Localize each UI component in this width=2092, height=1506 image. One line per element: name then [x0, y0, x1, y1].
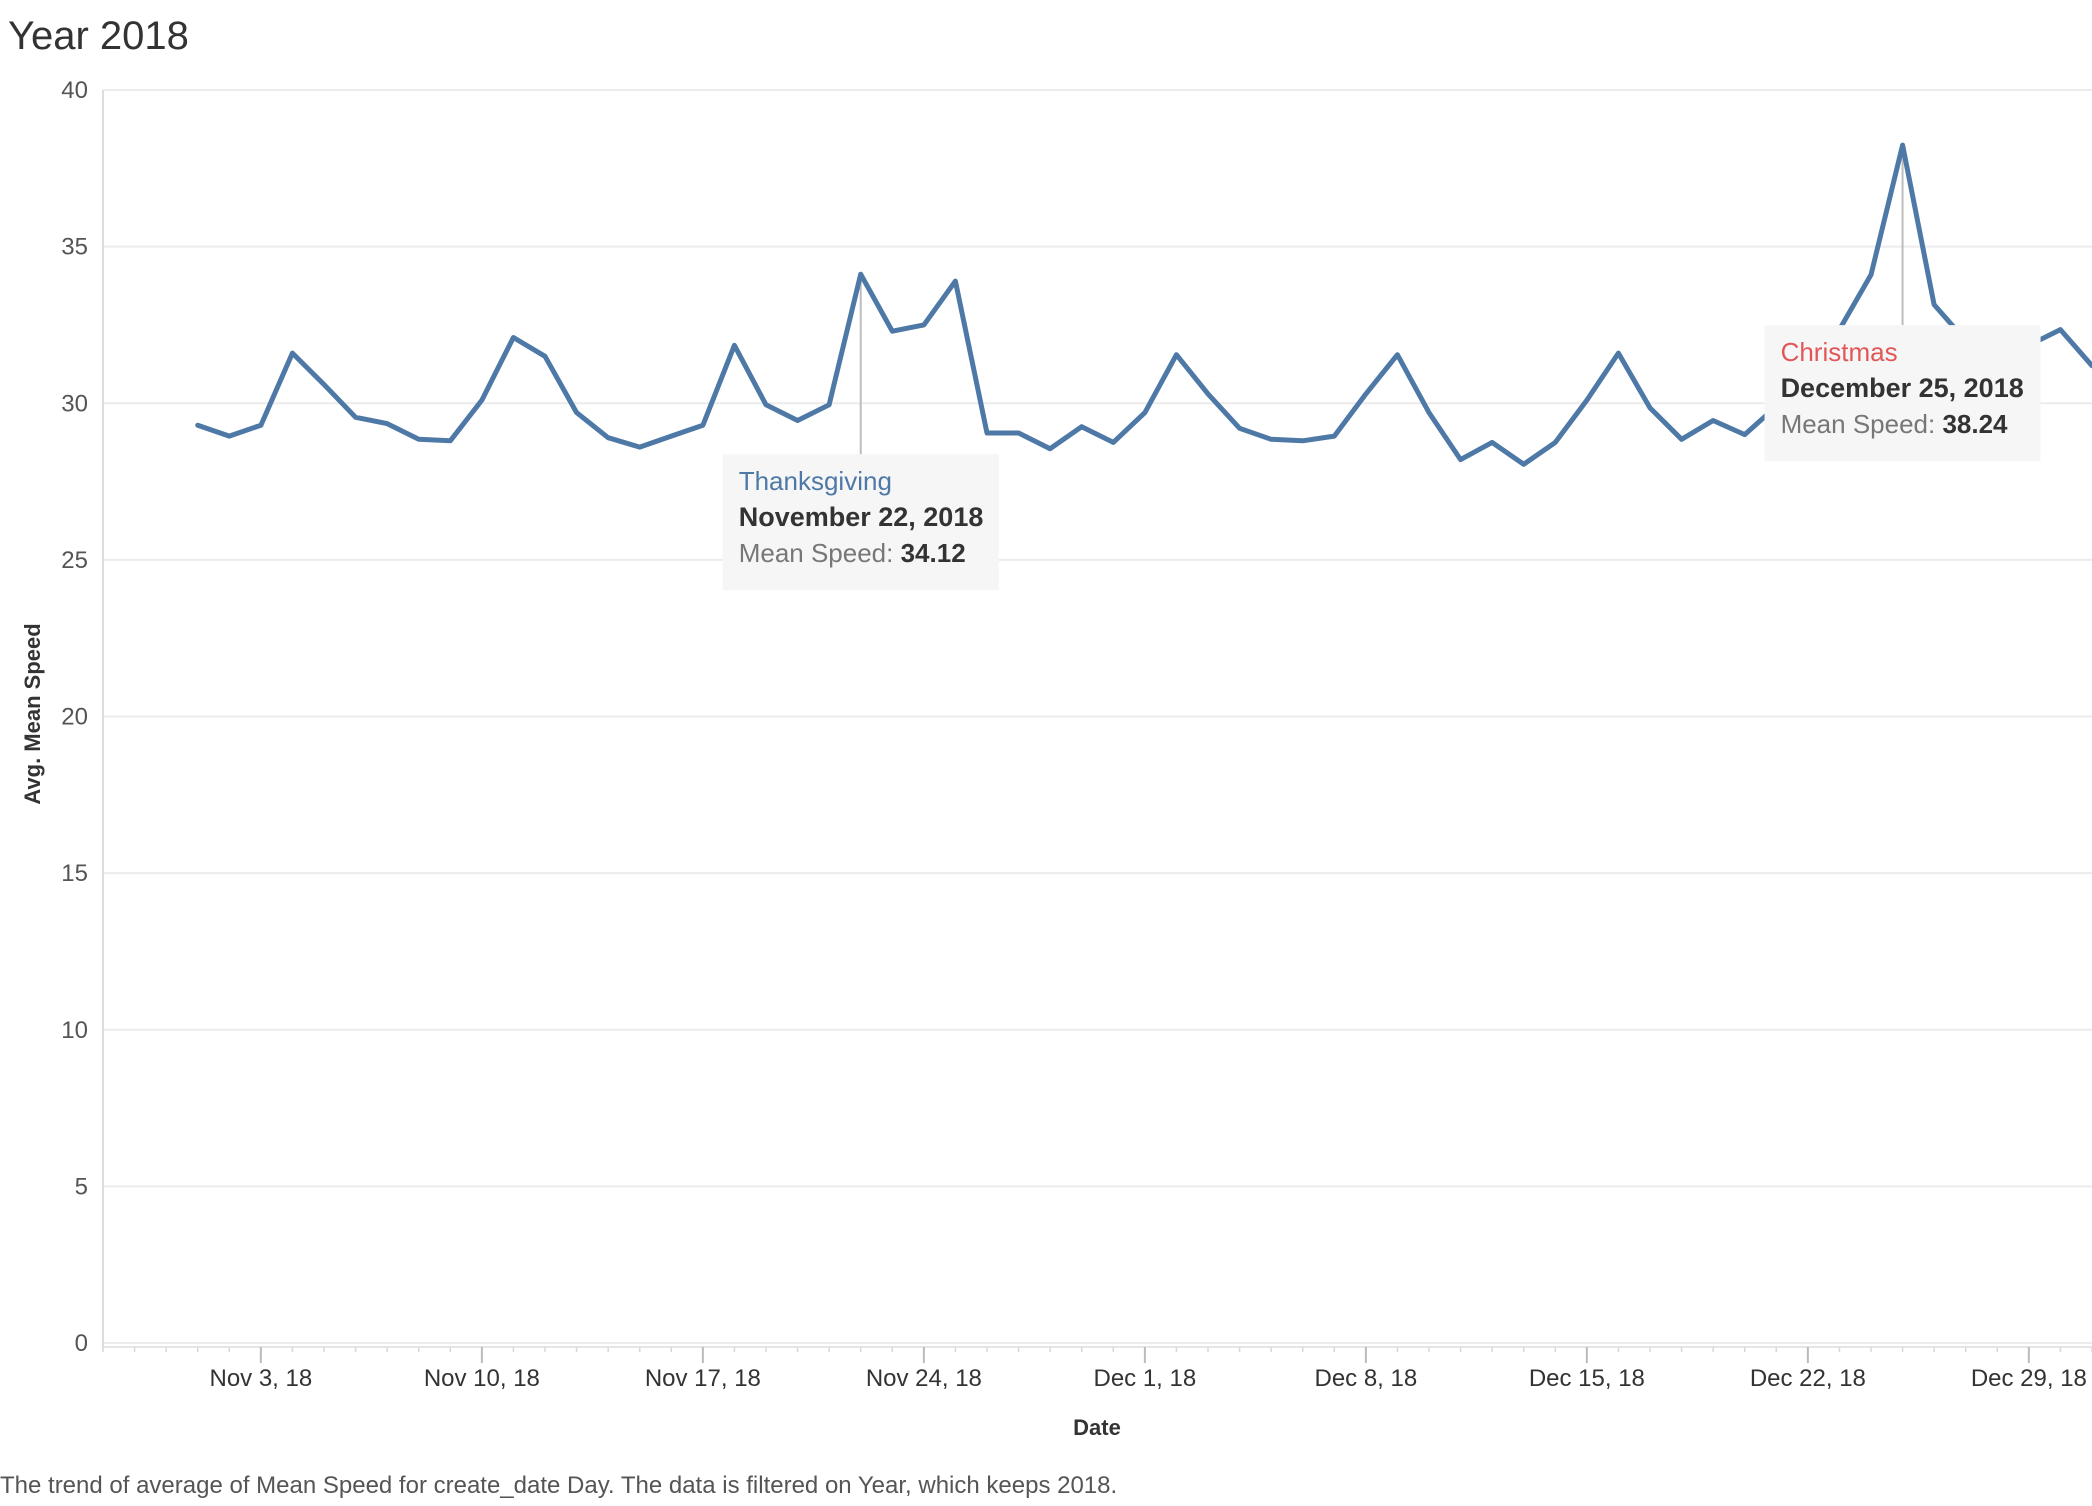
- data-point: [1016, 431, 1021, 436]
- data-point: [858, 272, 863, 277]
- y-tick-label: 0: [75, 1330, 88, 1357]
- data-point: [448, 438, 453, 443]
- y-tick-label: 25: [61, 547, 88, 574]
- data-point: [1174, 352, 1179, 357]
- y-axis-title: Avg. Mean Speed: [20, 623, 45, 804]
- data-point: [1679, 437, 1684, 442]
- data-point: [1048, 446, 1053, 451]
- y-tick-label: 20: [61, 704, 88, 731]
- data-point: [985, 431, 989, 436]
- x-tick-label: Dec 8, 18: [1314, 1365, 1417, 1392]
- data-point: [353, 415, 358, 420]
- x-tick-label: Nov 3, 18: [209, 1365, 312, 1392]
- data-point: [1553, 440, 1558, 445]
- data-point: [1648, 405, 1652, 410]
- data-point: [1206, 391, 1210, 396]
- annotations: Thanksgiving November 22, 2018 Mean Speed:…: [722, 325, 2041, 591]
- data-point: [1395, 352, 1400, 357]
- data-point: [227, 434, 232, 439]
- data-point: [1363, 391, 1368, 396]
- data-point: [1237, 426, 1242, 431]
- x-tick-label: Dec 29, 18: [1971, 1365, 2087, 1392]
- data-point: [1900, 143, 1905, 148]
- data-point: [921, 322, 926, 327]
- data-point: [1269, 437, 1274, 442]
- annotation-callout: Thanksgiving November 22, 2018 Mean Speed:…: [722, 454, 999, 591]
- x-axis-ticks: Nov 3, 18 Nov 10, 18 Nov 17, 18 Nov 24, 18 D…: [209, 1347, 2087, 1392]
- data-point: [1142, 410, 1147, 415]
- data-point: [1711, 418, 1716, 423]
- y-tick-label: 5: [75, 1173, 88, 1200]
- data-point: [795, 418, 800, 423]
- annotation-value: 34.12: [901, 538, 966, 568]
- annotation-metric: Mean Speed: 38.24: [1781, 409, 2008, 439]
- data-point: [1111, 440, 1116, 445]
- annotation-name: Christmas: [1781, 337, 1898, 367]
- data-point: [637, 445, 642, 450]
- x-tick-label: Dec 22, 18: [1750, 1365, 1866, 1392]
- y-tick-label: 10: [61, 1017, 88, 1044]
- data-point: [1079, 424, 1084, 429]
- data-point: [1427, 410, 1431, 415]
- data-point: [732, 343, 737, 348]
- annotation-callout: Christmas December 25, 2018 Mean Speed: 38…: [1764, 325, 2041, 462]
- annotation-name: Thanksgiving: [739, 466, 892, 496]
- axes: [102, 90, 2092, 1352]
- data-point: [2058, 327, 2063, 332]
- annotation-box: [1764, 325, 2041, 462]
- data-point: [606, 435, 611, 440]
- data-point: [1869, 272, 1873, 277]
- data-point: [1458, 457, 1463, 462]
- x-tick-label: Nov 24, 18: [866, 1365, 982, 1392]
- y-tick-label: 35: [61, 234, 88, 261]
- data-point: [511, 335, 516, 340]
- data-point: [890, 329, 895, 334]
- data-point: [1332, 434, 1337, 439]
- annotation-metric: Mean Speed: 34.12: [739, 538, 966, 568]
- annotation-leaders: [859, 145, 1904, 455]
- data-point: [1616, 351, 1621, 356]
- gridlines: [103, 89, 2092, 1344]
- data-point: [1742, 432, 1747, 437]
- data-point: [479, 398, 484, 403]
- data-point: [953, 279, 958, 284]
- data-point: [574, 410, 579, 415]
- data-point: [290, 351, 295, 356]
- data-point: [195, 423, 200, 428]
- data-point: [543, 354, 547, 359]
- y-axis-ticks: 0 5 10 15 20 25 30 35 40: [61, 77, 88, 1357]
- annotation-box: [722, 454, 999, 591]
- data-point: [322, 382, 326, 387]
- data-point: [669, 434, 674, 439]
- data-point: [827, 402, 832, 407]
- data-point: [385, 421, 390, 426]
- data-point: [1932, 302, 1937, 307]
- y-tick-label: 30: [61, 390, 88, 417]
- x-tick-label: Nov 17, 18: [645, 1365, 761, 1392]
- x-tick-label: Dec 15, 18: [1529, 1365, 1645, 1392]
- data-point: [700, 423, 705, 428]
- y-tick-label: 40: [61, 77, 88, 104]
- data-point: [764, 402, 768, 407]
- x-axis-title: Date: [1073, 1415, 1121, 1440]
- data-point: [1300, 438, 1305, 443]
- annotation-date: November 22, 2018: [739, 502, 984, 532]
- data-point: [1490, 440, 1495, 445]
- x-tick-label: Nov 10, 18: [424, 1365, 540, 1392]
- chart-caption: The trend of average of Mean Speed for c…: [0, 1472, 1118, 1499]
- annotation-date: December 25, 2018: [1781, 373, 2024, 403]
- data-point: [1584, 398, 1589, 403]
- page-title: Year 2018: [8, 14, 189, 58]
- data-point: [258, 423, 263, 428]
- x-tick-label: Dec 1, 18: [1093, 1365, 1196, 1392]
- data-point: [1521, 462, 1526, 467]
- data-point: [416, 437, 421, 442]
- y-tick-label: 15: [61, 860, 88, 887]
- annotation-value: 38.24: [1942, 409, 2008, 439]
